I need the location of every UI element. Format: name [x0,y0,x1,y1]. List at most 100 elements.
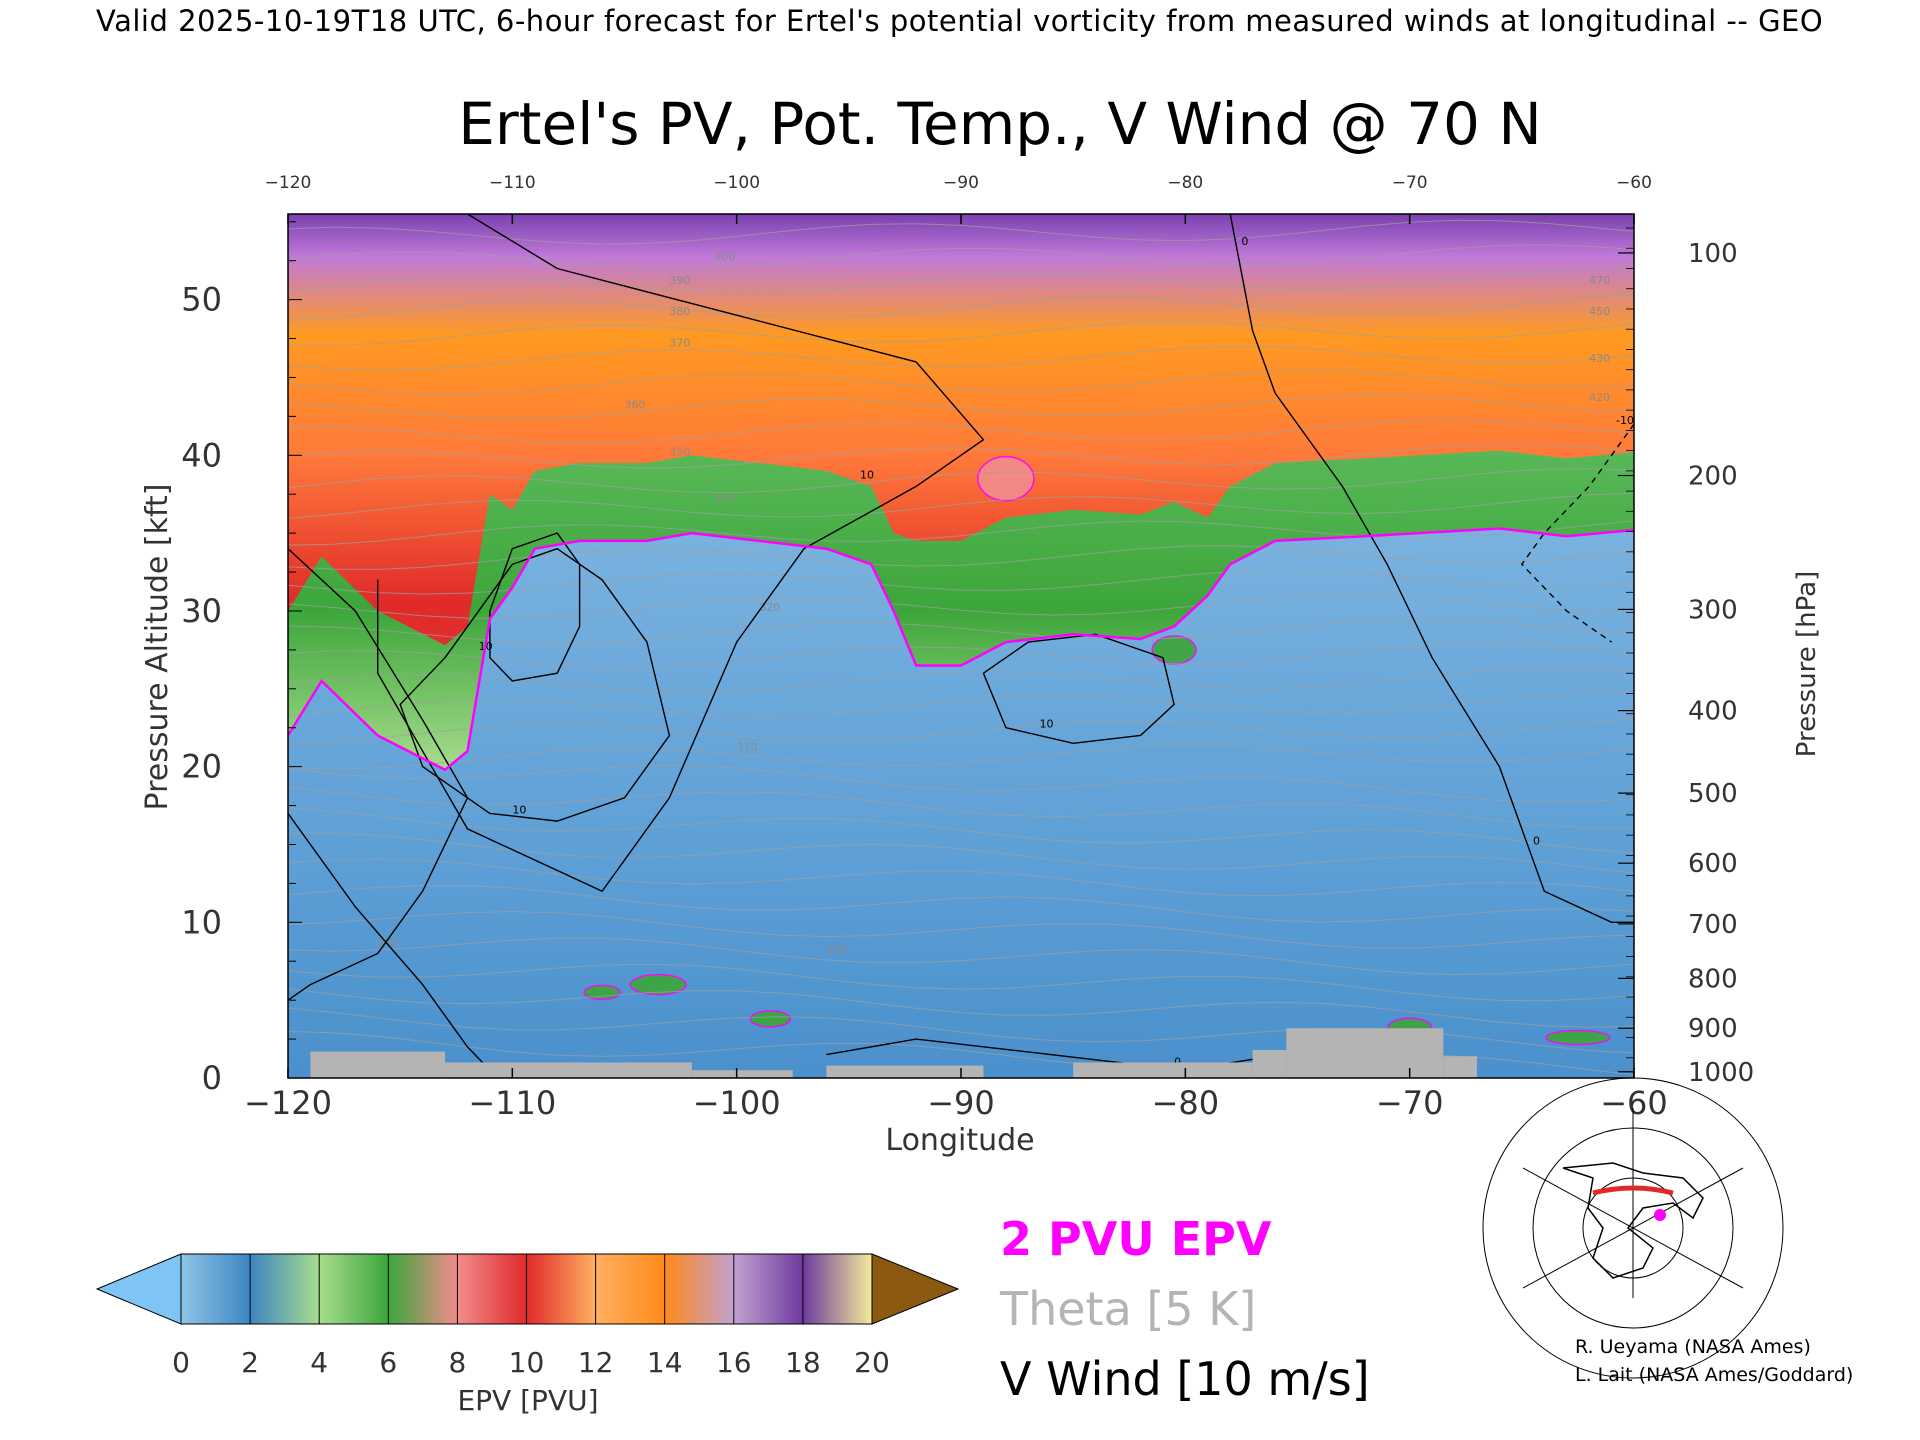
x-tick-label: −100 [693,1084,781,1122]
theta-label: 350 [669,445,690,458]
x-top-tick-label: −80 [1167,173,1203,193]
legend-pv: 2 PVU EPV [1000,1212,1272,1266]
chart-title: Ertel's PV, Pot. Temp., V Wind @ 70 N [458,90,1542,158]
x-tick-label: −70 [1376,1084,1444,1122]
y2-tick-label: 100 [1688,239,1738,269]
pv-blob [977,455,1035,502]
y-tick-label: 40 [181,436,222,474]
colorbar: 0 2 4 6 8 10 12 14 16 18 20 [95,1253,960,1379]
map-transect-line [1592,1185,1674,1196]
x-top-tick-label: −60 [1616,173,1652,193]
theta-contour [288,667,1634,693]
vwind-label: 10 [860,469,874,482]
terrain-block [310,1051,446,1078]
theta-label: 290 [826,943,847,956]
pv-blob [1151,635,1197,665]
theta-label: 400 [714,251,735,264]
colorbar-tick-label: 2 [241,1346,259,1379]
theta-contour [288,293,1634,321]
map-lat-circle [1482,1077,1784,1379]
theta-contour [288,545,1634,570]
terrain-block [1286,1028,1444,1078]
y2-tick-label: 700 [1688,910,1738,940]
colorbar-segment [457,1254,527,1324]
vwind-contour [1520,423,1634,643]
vwind-contour [1229,214,1634,923]
x-top-tick-label: −90 [943,173,979,193]
theta-contour [288,718,1634,745]
theta-contour [288,520,1634,546]
terrain [310,1028,1477,1078]
legend-wind: V Wind [10 m/s] [1000,1352,1370,1406]
credit-line-2: L. Lait (NASA Ames/Goddard) [1575,1364,1854,1386]
colorbar-under-arrow [95,1253,182,1325]
x-tick-label: −80 [1152,1084,1220,1122]
vwind-label: -10 [1616,414,1634,427]
x-tick-label: −120 [244,1084,332,1122]
y-tick-label: 50 [181,281,222,319]
theta-contour [288,988,1634,1028]
header-text: Valid 2025-10-19T18 UTC, 6-hour forecast… [96,4,1824,38]
colorbar-segment [319,1254,389,1324]
theta-contour [288,744,1634,770]
vwind-contour [288,812,491,1071]
vwind-contours: 101010100000-10 [288,214,1634,1071]
theta-label: 310 [737,741,758,754]
colorbar-tick-label: 14 [647,1346,683,1379]
y2-tick-label: 1000 [1688,1058,1754,1088]
theta-label: 360 [625,399,646,412]
theta-contour [288,569,1634,595]
colorbar-segment [802,1254,872,1324]
terrain-block [691,1070,793,1078]
colorbar-frame [180,1253,873,1325]
theta-label: 390 [669,274,690,287]
theta-contour [288,692,1634,717]
pv-blob [1545,1029,1611,1046]
colorbar-segment [388,1254,458,1324]
y-axis-label: Pressure Altitude [kft] [140,484,175,811]
map-location-marker [1654,1209,1666,1221]
colorbar-tick-label: 10 [509,1346,545,1379]
theta-contour [288,643,1634,668]
legend-theta: Theta [5 K] [1000,1282,1257,1336]
colorbar-segment [664,1254,734,1324]
theta-contour [288,765,1634,803]
y2-tick-label: 500 [1688,779,1738,809]
theta-contour [288,911,1634,949]
theta-contour [288,345,1634,371]
colorbar-tick-label: 8 [448,1346,466,1379]
theta-contour [288,807,1634,854]
y2-tick-label: 200 [1688,462,1738,492]
colorbar-over-arrow [871,1253,960,1325]
theta-label: 430 [1589,352,1610,365]
theta-contour [288,468,1634,494]
theta-contour [288,492,1634,519]
theta-contour [288,321,1634,347]
theta-contour [288,394,1634,420]
inset-map [1482,1077,1784,1379]
x-tick-label: −110 [468,1084,556,1122]
colorbar-segment [250,1254,320,1324]
colorbar-label: EPV [PVU] [457,1384,598,1417]
theta-contour [288,937,1634,976]
credit-line-1: R. Ueyama (NASA Ames) [1575,1336,1811,1358]
vwind-label: 10 [512,803,526,816]
axes: −120 −110 −100 −90 −80 −70 −60 −120 −110 −100 −90 −… [181,173,1754,1122]
vwind-contour [982,633,1175,745]
colorbar-tick-label: 4 [310,1346,328,1379]
y2-tick-label: 400 [1688,697,1738,727]
x-top-tick-label: −100 [713,173,760,193]
y-tick-label: 10 [181,903,222,941]
y2-tick-label: 900 [1688,1014,1738,1044]
y2-axis-label: Pressure [hPa] [1792,571,1822,758]
x-axis-label: Longitude [885,1123,1034,1158]
y-tick-label: 30 [181,592,222,630]
theta-label: 280 [378,936,399,949]
colorbar-tick-label: 16 [716,1346,752,1379]
colorbar-tick-label: 12 [578,1346,614,1379]
theta-contour [288,594,1634,619]
y2-tick-label: 800 [1688,964,1738,994]
y2-tick-label: 600 [1688,849,1738,879]
colorbar-segment [733,1254,803,1324]
